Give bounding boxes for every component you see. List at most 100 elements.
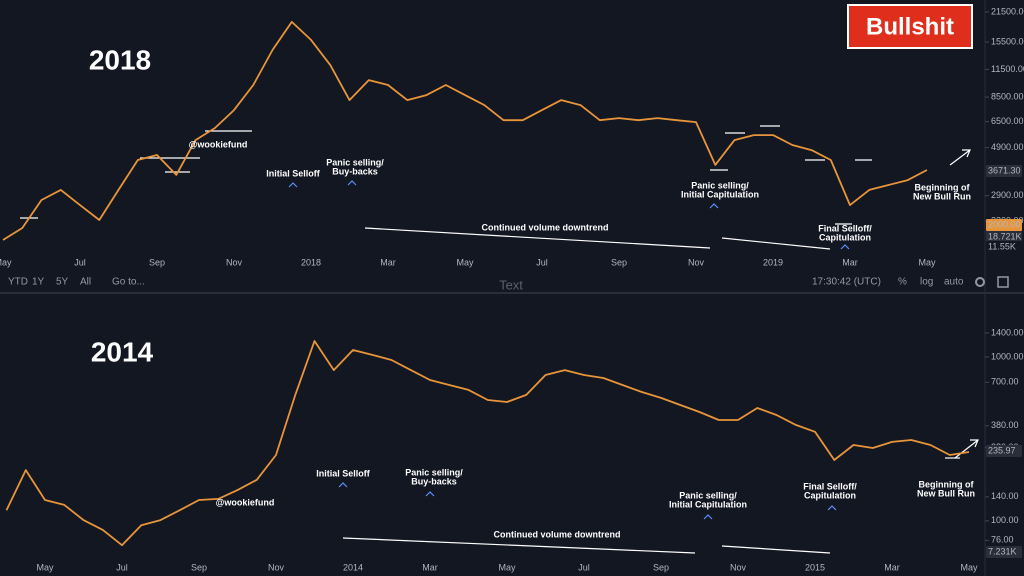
arrow-line [954, 439, 979, 459]
drawn-line [364, 227, 711, 249]
range-button[interactable]: 1Y [32, 277, 45, 288]
range-button[interactable]: YTD [8, 277, 28, 288]
x-tick-label: Sep [653, 562, 669, 572]
x-tick-label: Sep [149, 257, 165, 267]
price-tag: 235.97 [988, 445, 1016, 455]
caret [338, 482, 348, 488]
drawn-line [342, 537, 696, 554]
price-tag: 11.55K [988, 241, 1016, 251]
price-tag-box [986, 219, 1022, 231]
x-tick-label: May [0, 257, 12, 267]
annotation: Initial Capitulation [681, 189, 759, 199]
goto-button[interactable]: Go to... [112, 277, 145, 288]
price-tag: 2000.00 [988, 219, 1021, 229]
annotation: Initial Selloff [316, 468, 371, 478]
annotation: Panic selling/ [326, 157, 384, 167]
y-tick-label: 700.00 [991, 377, 1019, 387]
price-tag-box [986, 165, 1022, 177]
x-tick-label: Nov [730, 562, 747, 572]
x-tick-label: Nov [688, 257, 705, 267]
panel-title: 2014 [91, 336, 154, 367]
x-tick-label: 2014 [343, 562, 363, 572]
price-tag-box [986, 231, 1022, 243]
caret [827, 505, 837, 511]
y-tick-label: 140.00 [991, 491, 1019, 501]
x-tick-label: Sep [191, 562, 207, 572]
annotation: Buy-backs [411, 476, 457, 486]
y-tick-label: 1400.00 [991, 327, 1024, 337]
y-tick-label: 2900.00 [991, 190, 1024, 200]
price-tag: 3671.30 [988, 165, 1021, 175]
y-tick-label: 8500.00 [991, 91, 1024, 101]
x-tick-label: May [960, 562, 978, 572]
price-tag-box [986, 546, 1022, 558]
x-tick-label: 2019 [763, 257, 783, 267]
price-line [2, 21, 928, 241]
x-tick-label: May [36, 562, 54, 572]
annotation: Capitulation [804, 490, 856, 500]
caret [425, 491, 435, 497]
annotation: Continued volume downtrend [494, 529, 621, 539]
y-tick-label: 21500.00 [991, 6, 1024, 16]
overlay-text: Text [499, 277, 523, 292]
annotation: Buy-backs [332, 166, 378, 176]
caret [347, 180, 357, 186]
badge: Bullshit [866, 13, 954, 40]
x-tick-label: Jul [74, 257, 86, 267]
annotation: Beginning of [919, 479, 975, 489]
x-tick-label: Jul [536, 257, 548, 267]
annotation: Panic selling/ [405, 467, 463, 477]
x-tick-label: Nov [268, 562, 285, 572]
annotation: @wookiefund [216, 497, 275, 507]
arrow-line [949, 149, 971, 166]
x-tick-label: May [456, 257, 474, 267]
price-tag: 18.721K [988, 231, 1022, 241]
caret [703, 514, 713, 520]
x-tick-label: Mar [380, 257, 396, 267]
y-tick-label: 1000.00 [991, 351, 1024, 361]
scale-option[interactable]: log [920, 277, 933, 288]
annotation: @wookiefund [189, 139, 248, 149]
price-tag: 7.231K [988, 546, 1017, 556]
caret [288, 182, 298, 188]
arrow-head [970, 439, 979, 448]
annotation: Initial Selloff [266, 168, 321, 178]
annotation: Panic selling/ [679, 490, 737, 500]
annotation: Beginning of [915, 182, 971, 192]
drawn-line [721, 545, 831, 554]
y-tick-label: 15500.00 [991, 36, 1024, 46]
clock: 17:30:42 (UTC) [812, 277, 881, 288]
x-tick-label: Jul [578, 562, 590, 572]
x-tick-label: May [918, 257, 936, 267]
y-tick-label: 380.00 [991, 420, 1019, 430]
x-tick-label: Mar [842, 257, 858, 267]
y-tick-label: 6500.00 [991, 116, 1024, 126]
x-tick-label: May [498, 562, 516, 572]
panel-title: 2018 [89, 44, 151, 75]
annotation: New Bull Run [917, 488, 975, 498]
badge-box [847, 4, 973, 49]
price-tag-box [986, 241, 1022, 253]
annotation: Capitulation [819, 232, 871, 242]
scale-option[interactable]: auto [944, 277, 964, 288]
x-tick-label: Jul [116, 562, 128, 572]
toolbar [0, 268, 1024, 294]
x-tick-label: 2018 [301, 257, 321, 267]
annotation: Final Selloff/ [803, 481, 857, 491]
y-tick-label: 11500.00 [991, 64, 1024, 74]
caret [709, 203, 719, 209]
x-tick-label: Nov [226, 257, 243, 267]
fullscreen-icon[interactable] [997, 276, 1009, 288]
settings-icon[interactable] [975, 277, 985, 287]
range-button[interactable]: 5Y [56, 277, 69, 288]
annotation: Panic selling/ [691, 180, 749, 190]
scale-option[interactable]: % [898, 277, 907, 288]
y-tick-label: 76.00 [991, 535, 1014, 545]
annotation: New Bull Run [913, 191, 971, 201]
range-button[interactable]: All [80, 277, 91, 288]
annotation: Continued volume downtrend [482, 222, 609, 232]
x-tick-label: Mar [884, 562, 900, 572]
x-tick-label: 2015 [805, 562, 825, 572]
